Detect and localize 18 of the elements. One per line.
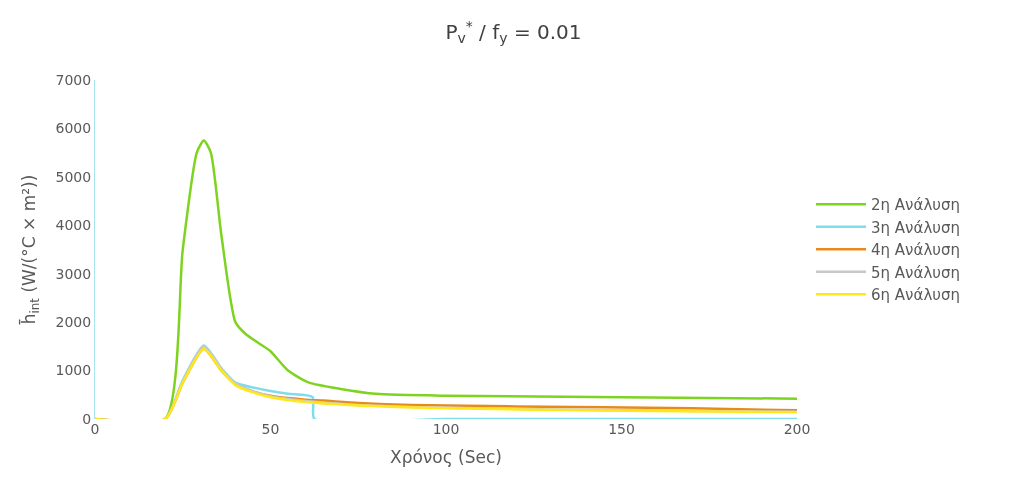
- y-tick-label: 2000: [55, 314, 92, 331]
- legend-label: 5η Ανάλυση: [871, 263, 960, 282]
- x-tick-label: 150: [608, 421, 635, 437]
- x-tick-label: 200: [783, 421, 811, 437]
- legend-label: 4η Ανάλυση: [871, 241, 960, 260]
- x-axis-title: Χρόνος (Sec): [390, 447, 502, 468]
- x-tick-label: 100: [432, 421, 460, 437]
- legend-label: 6η Ανάλυση: [871, 286, 960, 305]
- y-tick-label: 5000: [55, 168, 92, 185]
- legend-label: 3η Ανάλυση: [871, 218, 960, 237]
- legend-label: 2η Ανάλυση: [871, 196, 960, 215]
- y-tick-label: 6000: [55, 120, 92, 137]
- y-tick-label: 1000: [55, 362, 92, 379]
- x-tick-label: 50: [261, 421, 280, 437]
- chart-title: P$_{v}$$^{*}$ / f$_{y}$ = 0.01: [445, 17, 582, 47]
- y-tick-label: 3000: [55, 265, 92, 282]
- y-tick-label: 4000: [55, 217, 92, 234]
- y-tick-label: 7000: [55, 71, 92, 88]
